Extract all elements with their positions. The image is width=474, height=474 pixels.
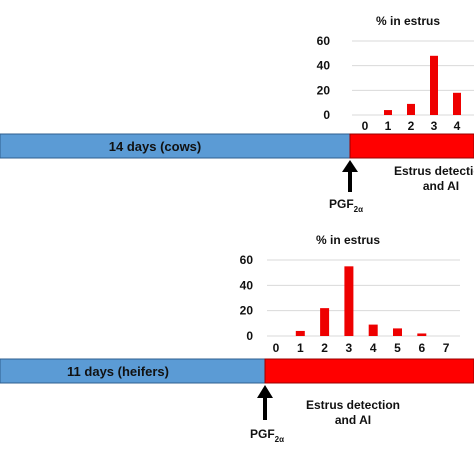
estrus-bar-red: [264, 358, 474, 384]
y-tick-label: 0: [323, 108, 330, 122]
pgf-label: PGF2α: [250, 427, 284, 444]
bar: [295, 330, 305, 336]
bar: [344, 266, 354, 336]
protocol-bar-blue: [0, 133, 351, 159]
bar: [430, 55, 438, 115]
y-tick-label: 20: [240, 304, 254, 318]
bar: [417, 333, 427, 336]
x-tick-label: 0: [362, 119, 369, 133]
x-tick-label: 2: [408, 119, 415, 133]
x-tick-label: 3: [431, 119, 438, 133]
estrus-detection-label: Estrus detection: [394, 164, 474, 178]
estrus-bar-red: [349, 133, 474, 159]
y-tick-label: 60: [317, 34, 331, 48]
bar: [393, 328, 402, 336]
y-tick-label: 40: [240, 278, 254, 292]
x-tick-label: 0: [273, 341, 280, 355]
pgf-arrow-icon: [257, 385, 273, 420]
y-tick-label: 0: [246, 329, 253, 343]
y-tick-label: 40: [317, 59, 331, 73]
panel-heifers: % in estrus 0 20 40 60 0 1 2 3 4 5 6 7 11 days (hei…: [0, 233, 474, 444]
protocol-bar-label: 11 days (heifers): [67, 364, 169, 379]
bar: [407, 103, 415, 115]
bar: [320, 308, 330, 336]
estrus-detection-label-line2: and AI: [335, 413, 371, 427]
estrus-detection-label-line2: and AI: [423, 179, 459, 193]
bar: [384, 110, 392, 115]
estrus-chart-cows: 0 20 40 60 0 1 2 3 4: [317, 34, 474, 133]
y-tick-label: 20: [317, 83, 331, 97]
x-tick-label: 3: [346, 341, 353, 355]
protocol-bar-label: 14 days (cows): [109, 139, 202, 154]
protocol-bar-blue: [0, 358, 266, 384]
pgf-arrow-icon: [342, 160, 358, 192]
chart-title: % in estrus: [376, 14, 440, 28]
estrus-detection-label: Estrus detection: [306, 398, 400, 412]
chart-title: % in estrus: [316, 233, 380, 247]
x-tick-label: 4: [454, 119, 461, 133]
estrus-chart-heifers: 0 20 40 60 0 1 2 3 4 5 6 7: [240, 253, 460, 355]
x-tick-label: 2: [321, 341, 328, 355]
bar: [453, 92, 461, 115]
y-tick-label: 60: [240, 253, 254, 267]
x-tick-label: 4: [370, 341, 377, 355]
bar: [368, 324, 378, 336]
x-tick-label: 5: [394, 341, 401, 355]
x-tick-label: 1: [297, 341, 304, 355]
x-tick-label: 1: [385, 119, 392, 133]
x-tick-label: 6: [418, 341, 425, 355]
x-tick-label: 7: [443, 341, 450, 355]
pgf-label: PGF2α: [329, 197, 363, 214]
